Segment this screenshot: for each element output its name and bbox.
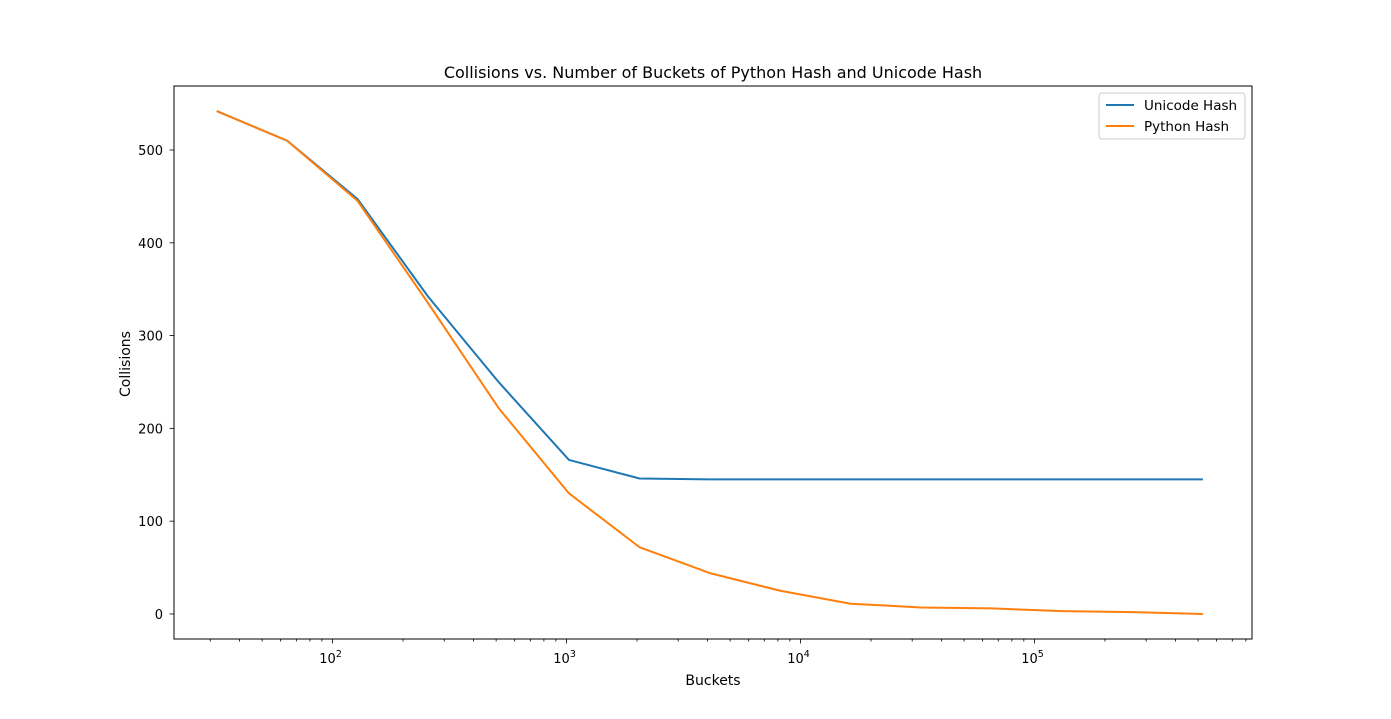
x-tick-label: 104 [787, 649, 810, 667]
legend-label-python-hash: Python Hash [1144, 119, 1229, 135]
y-tick-label: 300 [138, 330, 163, 345]
y-tick-label: 0 [155, 608, 163, 623]
series-line-python-hash [216, 110, 1203, 615]
y-tick-label: 100 [138, 515, 163, 530]
y-axis-ticks: 0 100 200 300 400 500 [138, 144, 174, 623]
x-axis-label: Buckets [685, 673, 740, 689]
y-tick-label: 500 [138, 144, 163, 159]
y-tick-label: 400 [138, 237, 163, 252]
plot-area [174, 86, 1252, 639]
x-tick-label: 105 [1021, 649, 1044, 667]
legend-box [1098, 92, 1246, 140]
y-tick-label: 200 [138, 422, 163, 437]
chart-title: Collisions vs. Number of Buckets of Pyth… [444, 63, 982, 82]
series-layer [216, 110, 1203, 615]
legend: Unicode Hash Python Hash [1098, 92, 1246, 140]
series-line-unicode-hash [216, 110, 1203, 481]
x-tick-label: 102 [319, 649, 342, 667]
x-tick-label: 103 [553, 649, 576, 667]
plot-frame [173, 85, 1253, 640]
legend-label-unicode-hash: Unicode Hash [1144, 98, 1237, 114]
y-axis-label: Collisions [118, 331, 134, 397]
x-axis-ticks: 102 103 104 105 [209, 639, 1247, 667]
